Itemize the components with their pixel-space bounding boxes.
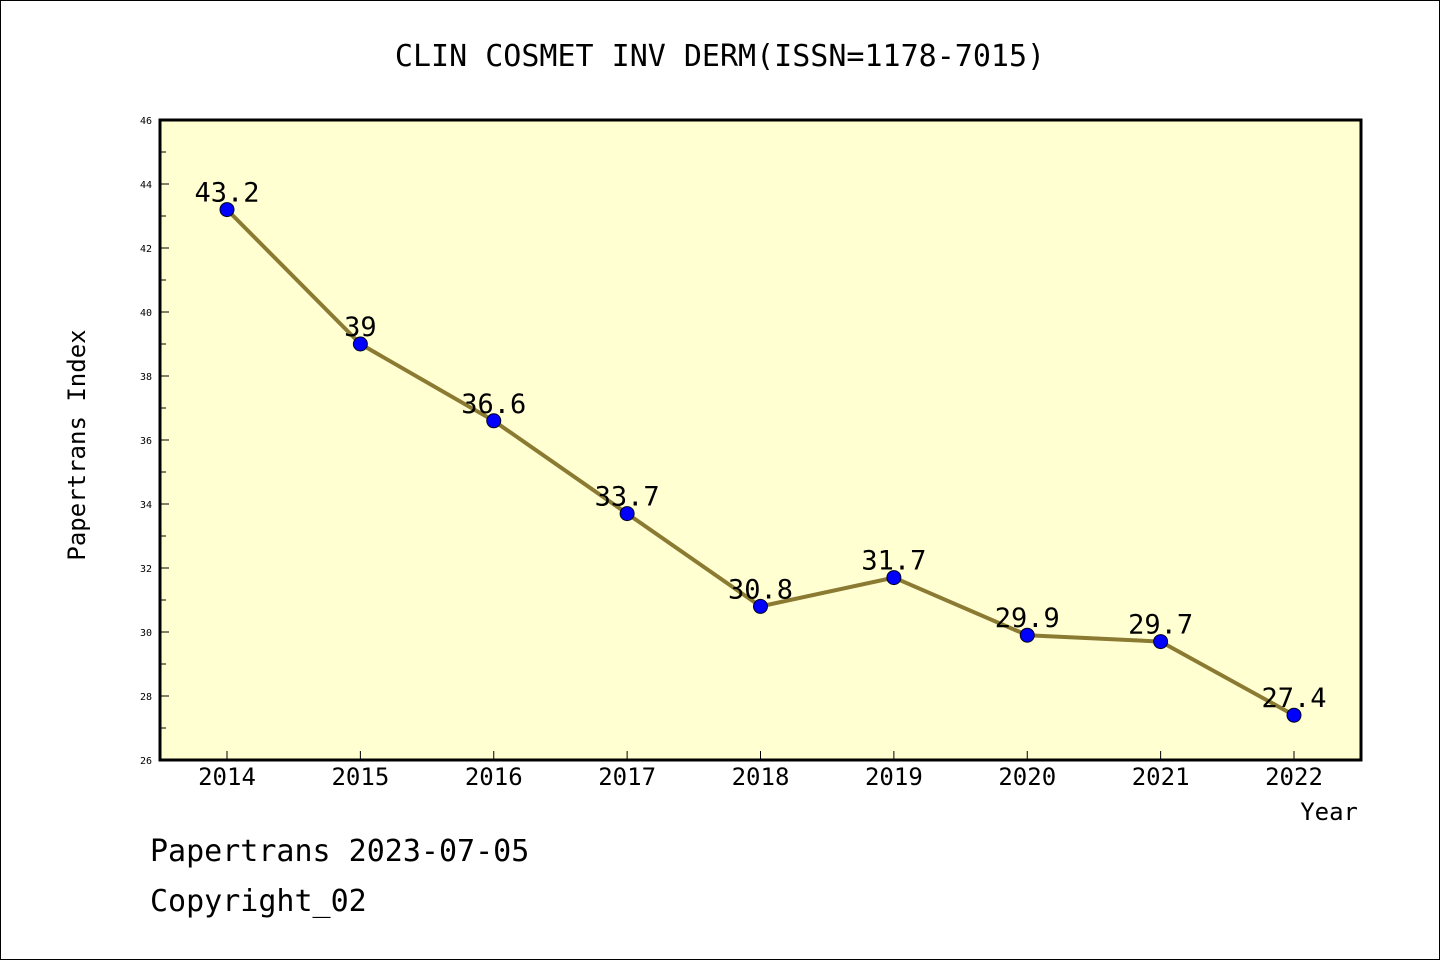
data-point — [619, 506, 635, 522]
y-tick-label: 26 — [140, 756, 152, 767]
data-label: 27.4 — [1261, 683, 1326, 714]
data-point — [1153, 634, 1169, 650]
plot-area — [158, 118, 1363, 762]
y-axis-label: Papertrans Index — [63, 329, 91, 560]
data-point — [1019, 627, 1035, 643]
data-point — [753, 598, 768, 614]
y-tick-label: 36 — [140, 436, 152, 447]
data-label: 43.2 — [194, 178, 259, 209]
data-point — [1286, 707, 1302, 723]
x-axis: 2014 2015 2016 2017 2018 2019 2020 2021 2022 — [198, 751, 1323, 791]
x-tick-label: 2020 — [998, 763, 1056, 791]
data-label: 39 — [344, 312, 377, 343]
y-tick-label: 38 — [140, 372, 152, 383]
data-label: 30.8 — [728, 574, 793, 605]
x-tick-label: 2018 — [732, 763, 790, 791]
x-tick-label: 2021 — [1132, 763, 1190, 791]
y-tick-label: 46 — [140, 116, 152, 127]
data-label: 31.7 — [861, 546, 926, 577]
x-tick-label: 2022 — [1265, 763, 1323, 791]
data-label: 36.6 — [461, 389, 526, 420]
x-axis-label: Year — [1300, 798, 1358, 826]
data-point — [219, 202, 235, 218]
data-point — [486, 413, 502, 429]
y-tick-label: 34 — [140, 500, 152, 511]
y-axis: 26 28 30 32 34 36 38 40 42 44 46 — [140, 116, 169, 767]
y-tick-label: 32 — [140, 564, 152, 575]
y-tick-label: 40 — [140, 308, 152, 319]
footer-date-text: Papertrans 2023-07-05 — [150, 834, 530, 869]
data-label: 29.7 — [1128, 610, 1193, 641]
footer-copyright-text: Copyright_02 — [150, 884, 367, 919]
y-tick-label: 28 — [140, 692, 152, 703]
series-layer — [219, 202, 1302, 723]
chart-title: CLIN COSMET INV DERM(ISSN=1178-7015) — [395, 39, 1045, 74]
data-labels: 43.2 39 36.6 33.7 30.8 31.7 29.9 29.7 27.4 — [194, 178, 1326, 715]
x-tick-label: 2019 — [865, 763, 923, 791]
x-tick-label: 2014 — [198, 763, 256, 791]
y-tick-label: 44 — [140, 180, 152, 191]
data-point — [886, 570, 902, 586]
data-point — [352, 336, 368, 352]
x-tick-label: 2016 — [465, 763, 523, 791]
data-label: 29.9 — [995, 603, 1060, 634]
x-tick-label: 2015 — [331, 763, 389, 791]
y-tick-label: 30 — [140, 628, 152, 639]
data-label: 33.7 — [595, 482, 660, 513]
x-tick-label: 2017 — [598, 763, 656, 791]
y-tick-label: 42 — [140, 244, 152, 255]
